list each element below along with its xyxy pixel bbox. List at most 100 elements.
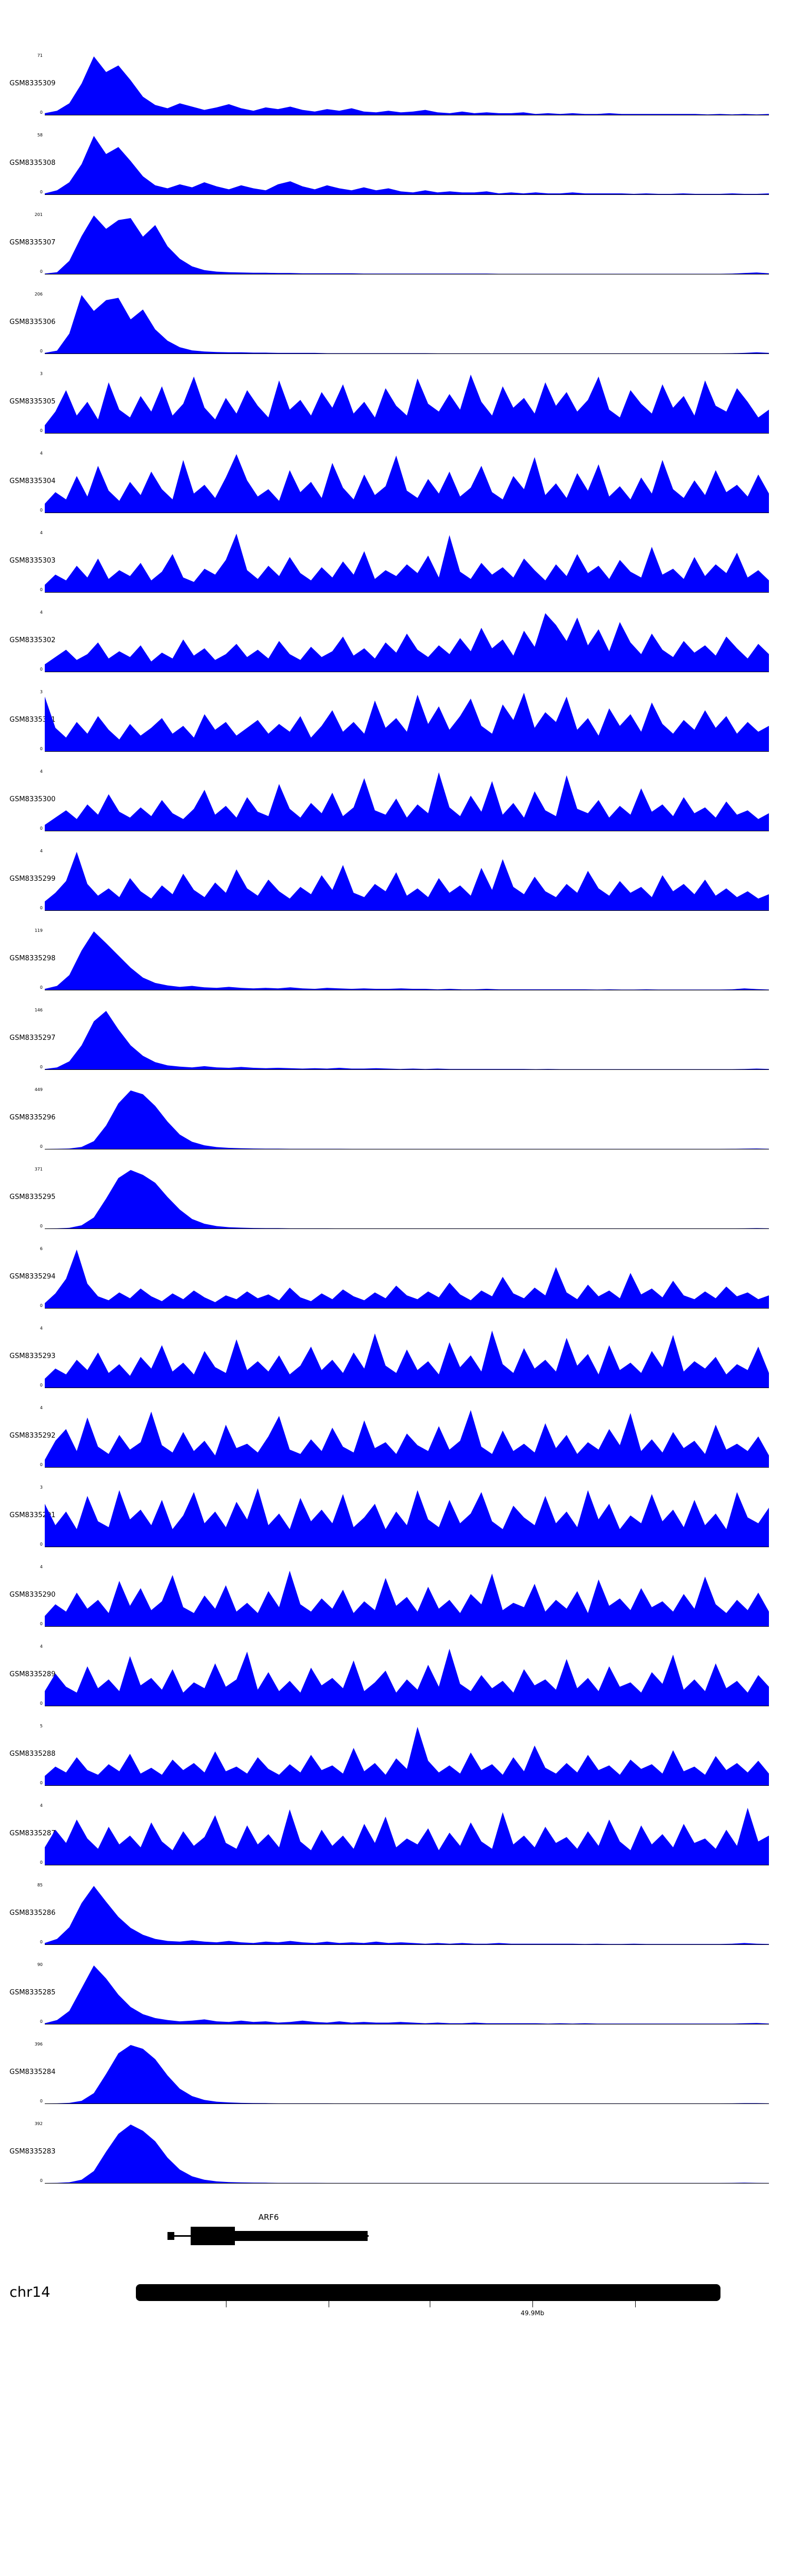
gene-exon-box-3 <box>235 2231 368 2241</box>
track-sample-label: GSM8335285 <box>9 1989 56 1997</box>
coverage-area <box>45 1570 769 1626</box>
gene-name-label: ARF6 <box>258 2213 279 2222</box>
coverage-track-row: GSM8335283 392 0 <box>0 2121 790 2203</box>
track-yaxis-zero-label: 0 <box>39 2019 43 2024</box>
coverage-track-row: GSM8335301 3 0 <box>0 690 790 771</box>
coverage-area <box>45 1250 769 1308</box>
coverage-track-row: GSM8335306 206 0 <box>0 292 790 373</box>
gene-annotation-track: ARF6 <box>0 2213 790 2260</box>
coverage-plot <box>45 135 769 195</box>
coverage-svg <box>45 215 769 274</box>
coverage-svg <box>45 1330 769 1388</box>
chromosome-axis-tick-label: 49.9Mb <box>520 2309 545 2317</box>
track-sample-label: GSM8335287 <box>9 1830 56 1837</box>
coverage-track-row: GSM8335299 4 0 <box>0 849 790 930</box>
coverage-plot <box>45 533 769 593</box>
coverage-svg <box>45 534 769 592</box>
gene-exon-box-1 <box>167 2232 174 2240</box>
track-yaxis-max-label: 371 <box>34 1167 43 1172</box>
coverage-area <box>45 534 769 592</box>
coverage-plot <box>45 2123 769 2184</box>
track-sample-label: GSM8335295 <box>9 1193 56 1201</box>
coverage-svg <box>45 1090 769 1149</box>
coverage-area <box>45 375 769 433</box>
track-yaxis-max-label: 4 <box>39 610 43 615</box>
coverage-track-row: GSM8335305 3 0 <box>0 371 790 453</box>
coverage-plot <box>45 1328 769 1388</box>
track-yaxis-max-label: 146 <box>34 1008 43 1012</box>
track-yaxis-max-label: 4 <box>39 1405 43 1410</box>
track-yaxis-max-label: 4 <box>39 1565 43 1569</box>
track-sample-label: GSM8335286 <box>9 1909 56 1917</box>
track-yaxis-max-label: 4 <box>39 1644 43 1649</box>
coverage-svg <box>45 1488 769 1547</box>
track-yaxis-zero-label: 0 <box>39 349 43 353</box>
coverage-area <box>45 1170 769 1228</box>
track-sample-label: GSM8335289 <box>9 1670 56 1678</box>
track-sample-label: GSM8335308 <box>9 159 56 167</box>
coverage-track-row: GSM8335291 3 0 <box>0 1485 790 1567</box>
track-yaxis-max-label: 392 <box>34 2121 43 2126</box>
coverage-track-row: GSM8335286 85 0 <box>0 1883 790 1964</box>
track-yaxis-zero-label: 0 <box>39 110 43 115</box>
coverage-svg <box>45 1965 769 2024</box>
track-yaxis-max-label: 201 <box>34 212 43 217</box>
coverage-svg <box>45 613 769 672</box>
coverage-track-row: GSM8335288 5 0 <box>0 1724 790 1805</box>
track-yaxis-zero-label: 0 <box>39 906 43 910</box>
track-sample-label: GSM8335288 <box>9 1750 56 1758</box>
chromosome-axis-tick <box>532 2301 533 2307</box>
coverage-track-row: GSM8335293 4 0 <box>0 1326 790 1408</box>
coverage-plot <box>45 692 769 752</box>
track-yaxis-zero-label: 0 <box>39 667 43 672</box>
track-yaxis-zero-label: 0 <box>39 508 43 513</box>
coverage-area <box>45 2045 769 2103</box>
track-yaxis-max-label: 119 <box>34 928 43 933</box>
gene-model <box>0 2226 790 2247</box>
coverage-area <box>45 1886 769 1944</box>
track-sample-label: GSM8335291 <box>9 1511 56 1519</box>
coverage-svg <box>45 295 769 353</box>
coverage-svg <box>45 1170 769 1228</box>
track-sample-label: GSM8335299 <box>9 875 56 883</box>
coverage-track-row: GSM8335308 58 0 <box>0 133 790 214</box>
chromosome-label: chr14 <box>9 2284 51 2300</box>
coverage-track-row: GSM8335307 201 0 <box>0 212 790 294</box>
coverage-track-row: GSM8335287 4 0 <box>0 1803 790 1885</box>
track-sample-label: GSM8335296 <box>9 1114 56 1122</box>
coverage-plot <box>45 214 769 274</box>
coverage-plot <box>45 1964 769 2024</box>
coverage-track-row: GSM8335295 371 0 <box>0 1167 790 1248</box>
coverage-plot <box>45 373 769 434</box>
coverage-tracks: GSM8335309 71 0 GSM8335308 58 0 GSM83353… <box>0 53 790 2203</box>
coverage-track-row: GSM8335303 4 0 <box>0 530 790 612</box>
track-yaxis-zero-label: 0 <box>39 1383 43 1388</box>
track-sample-label: GSM8335309 <box>9 80 56 87</box>
track-yaxis-max-label: 3 <box>39 690 43 694</box>
coverage-area <box>45 295 769 353</box>
coverage-area <box>45 1807 769 1865</box>
coverage-svg <box>45 693 769 751</box>
coverage-area <box>45 1330 769 1388</box>
track-yaxis-zero-label: 0 <box>39 1462 43 1467</box>
track-yaxis-zero-label: 0 <box>39 190 43 194</box>
track-yaxis-max-label: 449 <box>34 1087 43 1092</box>
coverage-area <box>45 1965 769 2024</box>
coverage-plot <box>45 930 769 990</box>
coverage-svg <box>45 1727 769 1785</box>
track-yaxis-max-label: 4 <box>39 1326 43 1331</box>
track-sample-label: GSM8335298 <box>9 955 56 962</box>
track-yaxis-zero-label: 0 <box>39 587 43 592</box>
track-yaxis-max-label: 3 <box>39 1485 43 1490</box>
track-yaxis-zero-label: 0 <box>39 1144 43 1149</box>
coverage-plot <box>45 1169 769 1229</box>
track-yaxis-max-label: 4 <box>39 1803 43 1808</box>
coverage-area <box>45 136 769 194</box>
coverage-svg <box>45 375 769 433</box>
coverage-area <box>45 852 769 910</box>
coverage-plot <box>45 1567 769 1627</box>
coverage-svg <box>45 1648 769 1706</box>
track-sample-label: GSM8335302 <box>9 636 56 644</box>
coverage-plot <box>45 2044 769 2104</box>
